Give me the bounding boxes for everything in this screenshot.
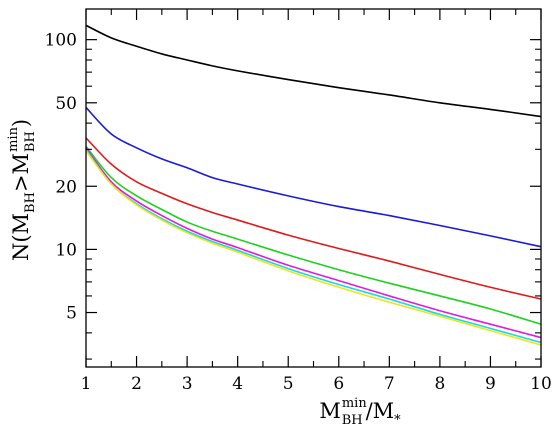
plot-frame xyxy=(85,8,542,368)
y-axis-label: N(MBH>Mmin BH) xyxy=(6,119,38,261)
y-label-m2: M xyxy=(9,153,33,175)
y-label-op: > xyxy=(9,174,33,192)
y-label-m2-sup: min xyxy=(6,126,21,151)
y-label-prefix: N( xyxy=(9,234,33,261)
x-tick-label: 9 xyxy=(485,374,496,394)
x-tick-label: 6 xyxy=(333,374,344,394)
x-tick-label: 10 xyxy=(530,374,552,394)
x-tick-label: 7 xyxy=(384,374,395,394)
series-line-3 xyxy=(85,137,542,300)
x-tick-label: 1 xyxy=(81,374,92,394)
x-label-sup: min xyxy=(342,396,367,411)
x-tick-label: 4 xyxy=(232,374,243,394)
x-label-slash: / xyxy=(366,399,374,423)
x-tick-label: 5 xyxy=(283,374,294,394)
x-axis-label: Mmin BH/M* xyxy=(319,396,401,428)
plot-lines xyxy=(85,24,542,346)
x-tick-label: 8 xyxy=(434,374,445,394)
y-tick-label: 10 xyxy=(55,240,77,260)
y-label-m1-sub: BH xyxy=(23,192,38,213)
series-line-1 xyxy=(85,24,542,118)
series-line-7 xyxy=(85,150,542,346)
y-tick-label: 5 xyxy=(66,304,77,324)
x-label-denom: M xyxy=(373,399,395,423)
series-line-5 xyxy=(85,147,542,339)
x-label-sub: BH xyxy=(342,413,363,428)
y-tick-label: 20 xyxy=(55,177,77,197)
series-line-2 xyxy=(85,106,542,248)
x-label-base: M xyxy=(319,399,341,423)
y-tick-label: 100 xyxy=(45,31,77,51)
y-label-m2-sub: BH xyxy=(23,131,38,152)
x-tick-label: 2 xyxy=(131,374,142,394)
series-line-6 xyxy=(85,148,542,344)
y-label-suffix: ) xyxy=(9,119,33,127)
series-line-4 xyxy=(85,145,542,325)
y-tick-label: 50 xyxy=(55,94,77,114)
x-tick-label: 3 xyxy=(182,374,193,394)
y-label-m1: M xyxy=(9,213,33,235)
x-label-denom-sub: * xyxy=(394,413,401,428)
ticks: 1 2 3 4 5 6 7 8 9 10 5 10 20 50 100 xyxy=(45,9,552,394)
